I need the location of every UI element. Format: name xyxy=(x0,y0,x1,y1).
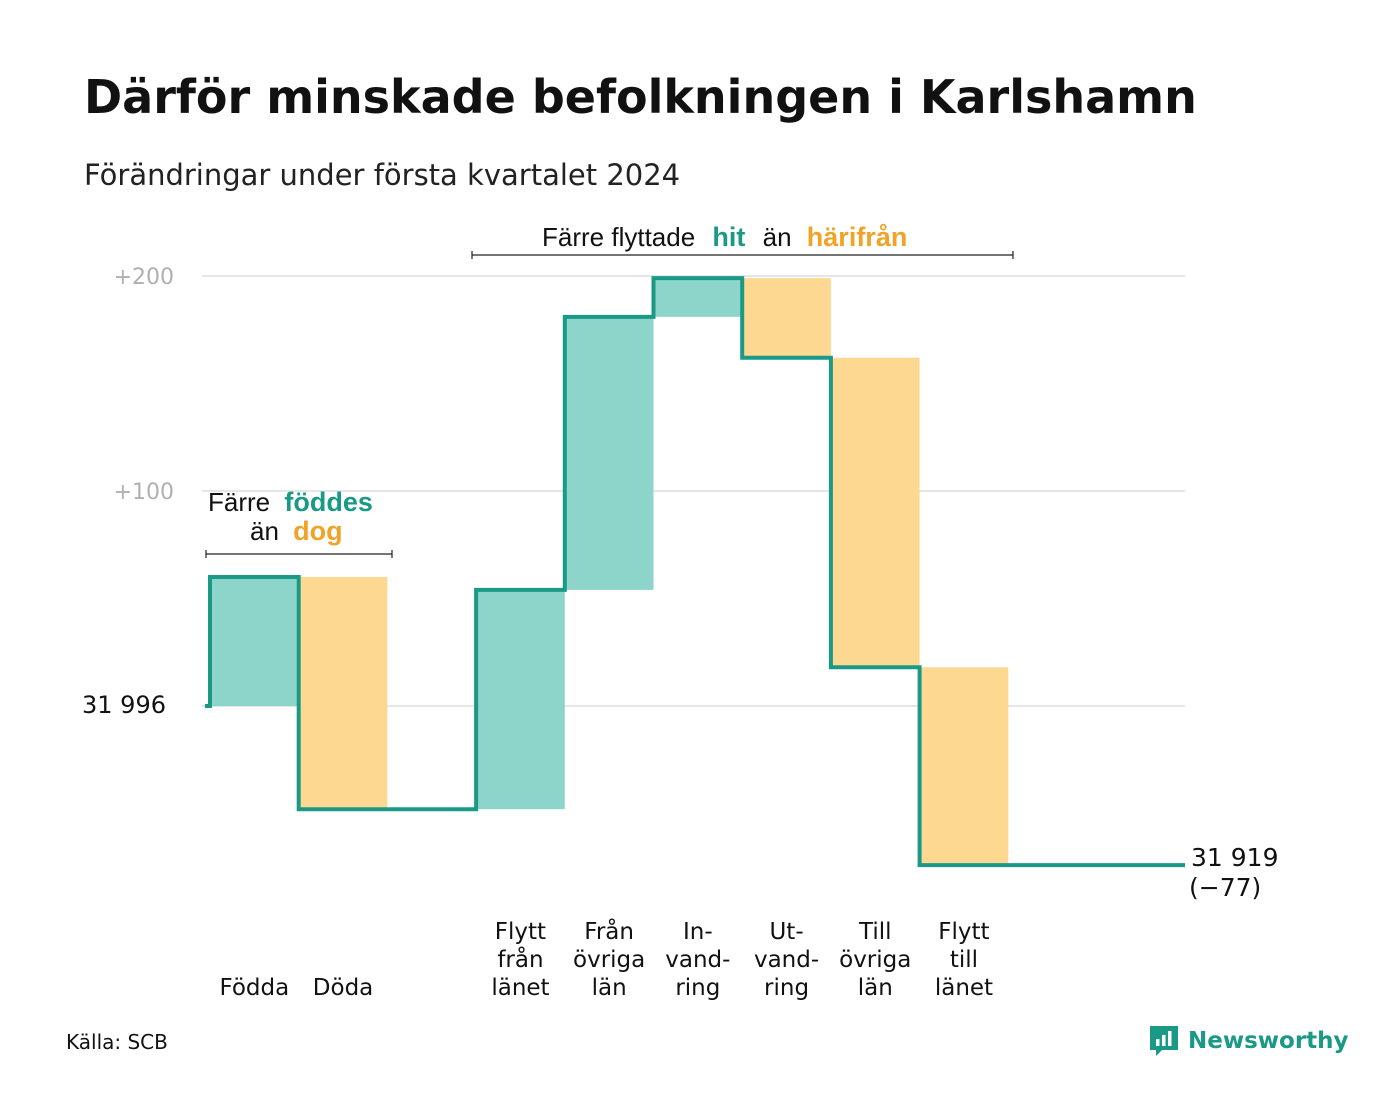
category-label: länet xyxy=(491,975,549,1001)
category-label: Till xyxy=(858,919,892,945)
cumulative-step-line xyxy=(205,276,1185,868)
category-label: In- xyxy=(683,919,713,945)
category-label: Ut- xyxy=(769,919,803,945)
category-label: Döda xyxy=(313,975,373,1001)
baseline-label: 31 996 xyxy=(82,691,166,719)
y-tick-label: +200 xyxy=(114,265,174,290)
category-label: Flytt xyxy=(938,919,989,945)
category-label: från xyxy=(497,945,543,973)
end-value-label: 31 919 xyxy=(1191,843,1278,872)
category-label: län xyxy=(858,975,893,1001)
annotation-part: än xyxy=(763,222,792,252)
decrease-bar xyxy=(298,577,388,810)
category-label: Födda xyxy=(219,975,289,1001)
annotation-part: Färre xyxy=(208,487,270,517)
category-labels: Födda DödaFlyttfrånlänetFrånövrigalänIn-v… xyxy=(219,917,993,1001)
chart-subtitle: Förändringar under första kvartalet 2024 xyxy=(84,158,681,192)
migration-annotation-text: Färre flyttade hit än härifrån xyxy=(542,222,907,252)
category-label: ring xyxy=(675,975,720,1001)
category-label: län xyxy=(592,975,627,1001)
category-label: Från xyxy=(584,917,634,945)
annotation-part-harifran: härifrån xyxy=(807,222,908,252)
annotation-part-dog: dog xyxy=(293,516,342,546)
decrease-bar xyxy=(830,357,920,668)
source-note: Källa: SCB xyxy=(66,1030,168,1054)
decrease-bar xyxy=(919,667,1009,866)
migration-annotation: Färre flyttade hit än härifrån xyxy=(471,222,1014,259)
increase-bar xyxy=(210,577,299,706)
category-label: till xyxy=(950,947,978,973)
y-axis-ticks: +100 +200 xyxy=(114,265,174,505)
birth-annotation-line2: än dog xyxy=(250,516,343,546)
annotation-part: Färre flyttade xyxy=(542,222,695,252)
birth-annotation: Färre föddes än dog xyxy=(205,487,393,558)
newsworthy-logo: Newsworthy xyxy=(1148,1024,1349,1058)
annotation-part-hit: hit xyxy=(712,222,745,252)
y-tick-label: +100 xyxy=(114,480,174,505)
increase-bar xyxy=(564,316,654,590)
category-label: länet xyxy=(935,975,993,1001)
category-label: vand- xyxy=(665,947,730,973)
increase-bar xyxy=(653,278,743,317)
bars xyxy=(210,278,1009,866)
category-label: övriga xyxy=(839,947,911,973)
category-label: ring xyxy=(764,975,809,1001)
category-label: övriga xyxy=(573,947,645,973)
chart-title: Därför minskade befolkningen i Karlshamn xyxy=(84,70,1197,124)
increase-bar xyxy=(476,589,565,810)
birth-annotation-line1: Färre föddes xyxy=(208,487,373,517)
annotation-part-foddes: föddes xyxy=(284,487,373,517)
newsworthy-logo-text: Newsworthy xyxy=(1188,1028,1349,1054)
category-label: Flytt xyxy=(495,919,546,945)
end-change-label: (−77) xyxy=(1189,873,1261,902)
annotation-part: än xyxy=(250,516,279,546)
category-label: vand- xyxy=(754,947,819,973)
decrease-bar xyxy=(742,278,831,358)
newsworthy-logo-icon xyxy=(1150,1026,1178,1056)
